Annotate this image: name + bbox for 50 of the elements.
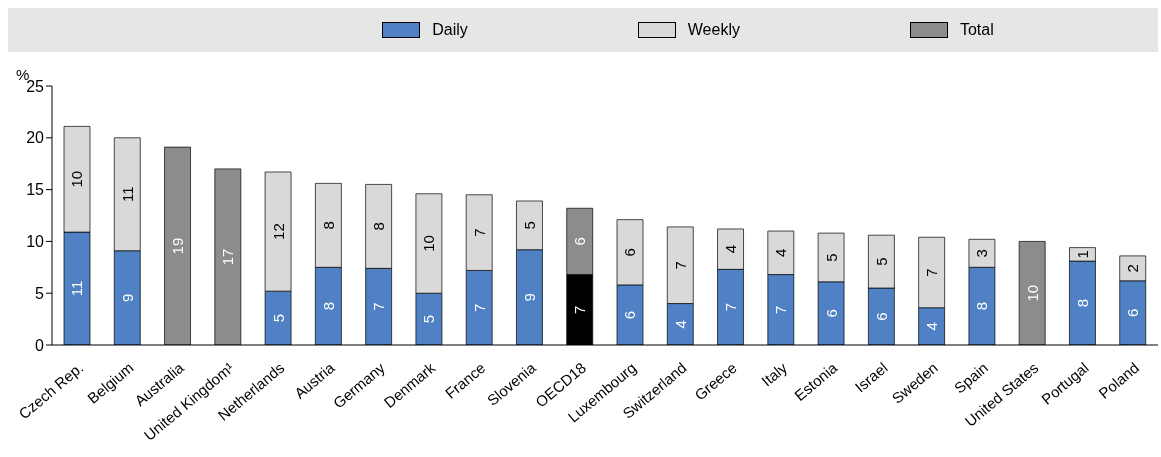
- data-label: 6: [621, 248, 639, 257]
- data-label: 7: [722, 303, 740, 312]
- data-label: 7: [923, 268, 941, 277]
- y-tick-label: 0: [35, 336, 45, 354]
- data-label: 1: [1073, 250, 1091, 259]
- legend-label: Daily: [432, 21, 468, 39]
- data-label: 8: [973, 301, 991, 311]
- data-label: 6: [1124, 308, 1142, 318]
- data-label: 5: [822, 253, 840, 262]
- data-label: 4: [671, 320, 689, 329]
- y-tick-label: 10: [26, 233, 45, 251]
- data-label: 5: [520, 221, 538, 230]
- y-tick-label: 20: [26, 129, 45, 147]
- data-label: 10: [68, 170, 86, 188]
- data-label: 8: [1073, 298, 1091, 308]
- data-label: 6: [571, 237, 589, 246]
- y-tick-label: 15: [26, 181, 45, 199]
- data-label: 19: [169, 237, 187, 255]
- data-label: 8: [370, 222, 388, 231]
- data-label: 5: [872, 257, 890, 266]
- data-label: 4: [722, 245, 740, 254]
- data-label: 6: [822, 309, 840, 318]
- data-label: 9: [520, 293, 538, 302]
- data-label: 7: [772, 305, 790, 314]
- y-tick-label: 5: [35, 284, 45, 302]
- data-label: 8: [319, 221, 337, 230]
- data-label: 10: [420, 235, 438, 252]
- data-label: 5: [420, 314, 438, 324]
- data-label: 7: [571, 305, 589, 314]
- data-label: 5: [269, 313, 287, 323]
- x-tick-label: Italy: [758, 358, 791, 390]
- data-label: 7: [470, 303, 488, 312]
- data-label: 4: [772, 248, 790, 257]
- legend-label: Weekly: [687, 21, 740, 39]
- data-label: 11: [118, 186, 136, 203]
- data-label: 7: [470, 228, 488, 237]
- data-label: 17: [219, 248, 237, 266]
- data-label: 10: [1023, 284, 1041, 302]
- data-label: 6: [621, 310, 639, 320]
- legend-label: Total: [959, 21, 994, 39]
- data-label: 2: [1124, 264, 1142, 273]
- data-label: 11: [68, 280, 86, 297]
- data-label: 4: [923, 322, 941, 331]
- data-label: 12: [269, 223, 287, 240]
- data-label: 7: [671, 261, 689, 270]
- data-label: 9: [118, 293, 136, 303]
- data-label: 7: [370, 302, 388, 311]
- data-label: 6: [872, 312, 890, 321]
- data-label: 3: [973, 249, 991, 258]
- data-label: 8: [319, 301, 337, 311]
